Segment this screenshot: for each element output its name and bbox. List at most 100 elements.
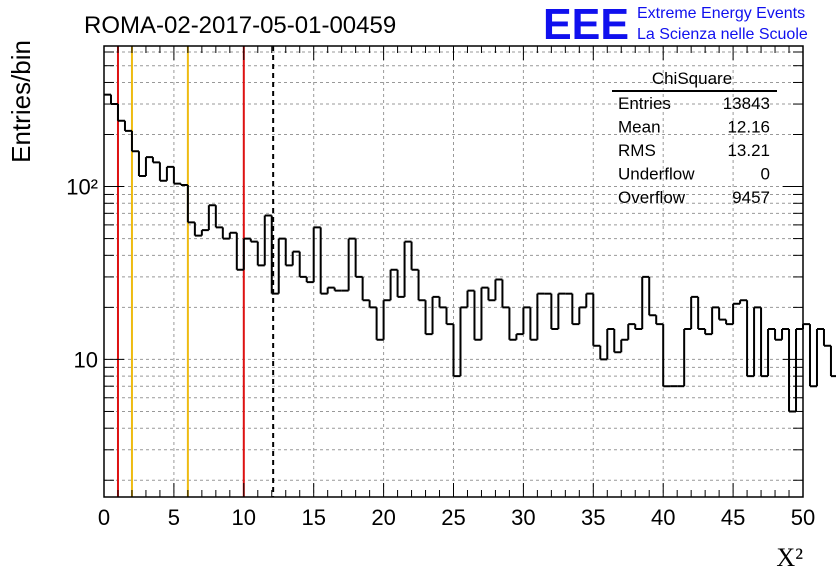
histogram-bin [305, 276, 314, 284]
histogram-bin [557, 292, 566, 329]
stats-box: ChiSquare Entries 13843 Mean 12.16 RMS 13.21 U… [612, 69, 777, 207]
histogram-bin [613, 328, 622, 354]
x-tick-label: 25 [441, 505, 465, 530]
histogram-bin [781, 327, 790, 340]
histogram-bin [445, 307, 454, 326]
stats-label: Overflow [618, 188, 686, 207]
x-tick-label: 40 [651, 505, 675, 530]
histogram-bin [508, 307, 517, 341]
logo-line-1: Extreme Energy Events [637, 5, 805, 22]
histogram-bin [711, 306, 720, 335]
histogram-bin [123, 120, 132, 132]
histogram-bin [403, 240, 412, 297]
histogram-bin [529, 307, 538, 341]
histogram-bin [130, 130, 139, 153]
histogram-bin [410, 241, 419, 271]
histogram-bin [753, 306, 762, 377]
histogram-bin [815, 327, 824, 387]
histogram-bin [137, 151, 146, 178]
histogram-bin [361, 276, 370, 302]
histogram-bin [697, 296, 706, 330]
axes: 0 5 10 15 20 25 30 35 40 45 50 10 10² [66, 45, 815, 530]
histogram-bin [515, 333, 524, 340]
histogram-bin [214, 205, 223, 229]
histogram-bin [235, 232, 244, 271]
histogram-bin [829, 345, 836, 378]
histogram-bin [249, 238, 258, 243]
histogram-series [104, 93, 836, 413]
stats-value: 0 [761, 165, 770, 184]
histogram-bin [501, 279, 510, 309]
histogram-bin [158, 162, 167, 182]
histogram-bin [550, 293, 559, 330]
histogram-bin [144, 156, 153, 177]
histogram-bin [109, 94, 118, 106]
histogram-bin [298, 251, 307, 278]
histogram-bin [774, 328, 783, 341]
histogram-bin [312, 226, 321, 283]
histogram-bin [200, 229, 209, 236]
y-tick-label: 10² [66, 175, 98, 200]
chart-title: ROMA-02-2017-05-01-00459 [84, 12, 396, 39]
histogram-bin [767, 327, 776, 377]
histogram-bin [683, 327, 692, 387]
histogram-bin [382, 299, 391, 340]
histogram-bin [333, 287, 342, 292]
stats-value: 12.16 [727, 118, 770, 137]
x-tick-label: 15 [301, 505, 325, 530]
histogram-bin [648, 276, 657, 317]
x-tick-label: 30 [511, 505, 535, 530]
stats-header: ChiSquare [652, 69, 732, 88]
stats-value: 9457 [732, 188, 770, 207]
histogram-bin [522, 306, 531, 335]
x-tick-label: 35 [581, 505, 605, 530]
histogram-bin [291, 250, 300, 266]
stats-label: Underflow [618, 165, 695, 184]
logo-line-2: La Scienza nelle Scuole [637, 26, 808, 43]
histogram-bin [599, 345, 608, 361]
histogram-bin [634, 324, 643, 330]
histogram-bin [417, 269, 426, 302]
histogram-bin [270, 215, 279, 295]
histogram-bin [424, 300, 433, 336]
histogram-bin [795, 327, 803, 412]
histogram-bin [718, 307, 727, 321]
stats-rows: Entries 13843 Mean 12.16 RMS 13.21 Underflow 0 O… [618, 94, 770, 207]
histogram-bin [592, 293, 601, 347]
histogram-bin [788, 328, 797, 413]
x-tick-label: 0 [98, 505, 110, 530]
histogram-bin [263, 214, 272, 266]
histogram-bin [732, 302, 741, 325]
histogram-bin [207, 204, 216, 231]
x-tick-label: 10 [232, 505, 256, 530]
histogram-bin [375, 307, 384, 341]
histogram-bin [452, 324, 461, 378]
x-tick-label: 5 [168, 505, 180, 530]
histogram-bin [494, 278, 503, 301]
histogram-bin [606, 327, 615, 360]
y-tick-label: 10 [74, 347, 98, 372]
x-tick-label: 50 [791, 505, 815, 530]
histogram-bin [690, 295, 699, 329]
histogram-bin [578, 306, 587, 325]
histogram-bin [354, 238, 363, 278]
histogram-bin [704, 328, 713, 336]
x-tick-label: 45 [721, 505, 745, 530]
histogram-bin [277, 237, 286, 294]
histogram-bin [459, 306, 468, 377]
histogram-bin [151, 157, 160, 164]
histogram-bin [284, 238, 293, 267]
histogram-bin [822, 328, 831, 347]
histogram-bin [627, 323, 636, 340]
histogram-bin [725, 319, 734, 326]
histogram-bin [326, 286, 335, 294]
histogram-bin [221, 227, 230, 240]
histogram-bin [571, 293, 580, 326]
histogram-bin [662, 324, 671, 388]
stats-label: Entries [618, 94, 671, 113]
threshold-lines [116, 46, 275, 497]
histogram-bin [431, 295, 440, 335]
histogram-bin [466, 289, 475, 308]
histogram-bin [396, 269, 405, 298]
